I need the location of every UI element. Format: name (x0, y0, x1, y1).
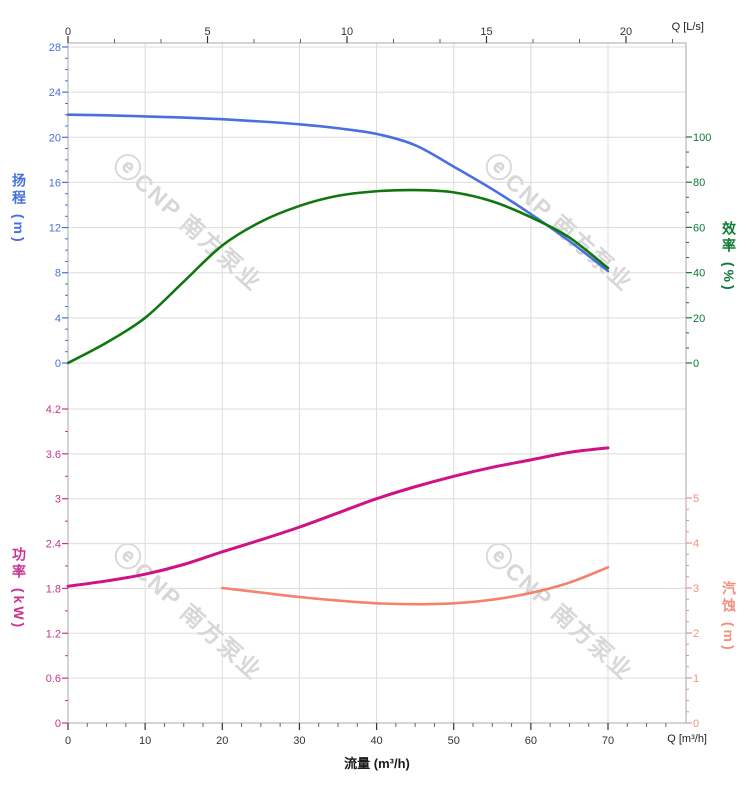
svg-text:8: 8 (55, 268, 61, 280)
svg-text:60: 60 (525, 735, 537, 747)
svg-text:100: 100 (693, 132, 711, 144)
svg-text:4.2: 4.2 (46, 404, 61, 416)
svg-text:4: 4 (55, 313, 61, 325)
svg-text:10: 10 (341, 26, 353, 38)
efficiency-axis-title: 效率 (%) (721, 221, 737, 293)
svg-text:0: 0 (65, 735, 71, 747)
svg-text:20: 20 (216, 735, 228, 747)
svg-text:3: 3 (55, 494, 61, 506)
svg-text:5: 5 (204, 26, 210, 38)
svg-text:28: 28 (49, 42, 61, 54)
top-axis-unit-label: Q [L/s] (671, 21, 704, 33)
svg-text:5: 5 (693, 493, 699, 505)
svg-text:2.4: 2.4 (46, 539, 61, 551)
head-axis-title: 扬程 (m) (11, 173, 27, 245)
svg-text:30: 30 (293, 735, 305, 747)
svg-text:15: 15 (480, 26, 492, 38)
svg-text:70: 70 (602, 735, 614, 747)
svg-text:0.6: 0.6 (46, 673, 61, 685)
svg-text:1.8: 1.8 (46, 583, 61, 595)
svg-text:0: 0 (65, 26, 71, 38)
flow-axis-title: 流量 (m³/h) (344, 756, 410, 771)
svg-text:80: 80 (693, 177, 705, 189)
svg-text:20: 20 (49, 132, 61, 144)
svg-text:0: 0 (693, 358, 699, 370)
svg-text:40: 40 (693, 268, 705, 280)
svg-text:10: 10 (139, 735, 151, 747)
svg-text:40: 40 (370, 735, 382, 747)
power-axis-title: 功率 (kW) (11, 547, 27, 631)
svg-text:1.2: 1.2 (46, 628, 61, 640)
svg-text:0: 0 (693, 718, 699, 730)
svg-text:20: 20 (620, 26, 632, 38)
npsh-axis-title: 汽蚀 (m) (721, 581, 737, 653)
svg-text:20: 20 (693, 313, 705, 325)
svg-text:2: 2 (693, 628, 699, 640)
svg-text:12: 12 (49, 223, 61, 235)
svg-text:0: 0 (55, 718, 61, 730)
svg-text:60: 60 (693, 222, 705, 234)
svg-text:3: 3 (693, 583, 699, 595)
bottom-axis-unit-label: Q [m³/h] (667, 733, 707, 745)
svg-text:24: 24 (49, 87, 61, 99)
svg-text:3.6: 3.6 (46, 449, 61, 461)
svg-text:16: 16 (49, 177, 61, 189)
svg-text:4: 4 (693, 538, 699, 550)
svg-text:1: 1 (693, 673, 699, 685)
svg-text:50: 50 (448, 735, 460, 747)
svg-text:0: 0 (55, 358, 61, 370)
